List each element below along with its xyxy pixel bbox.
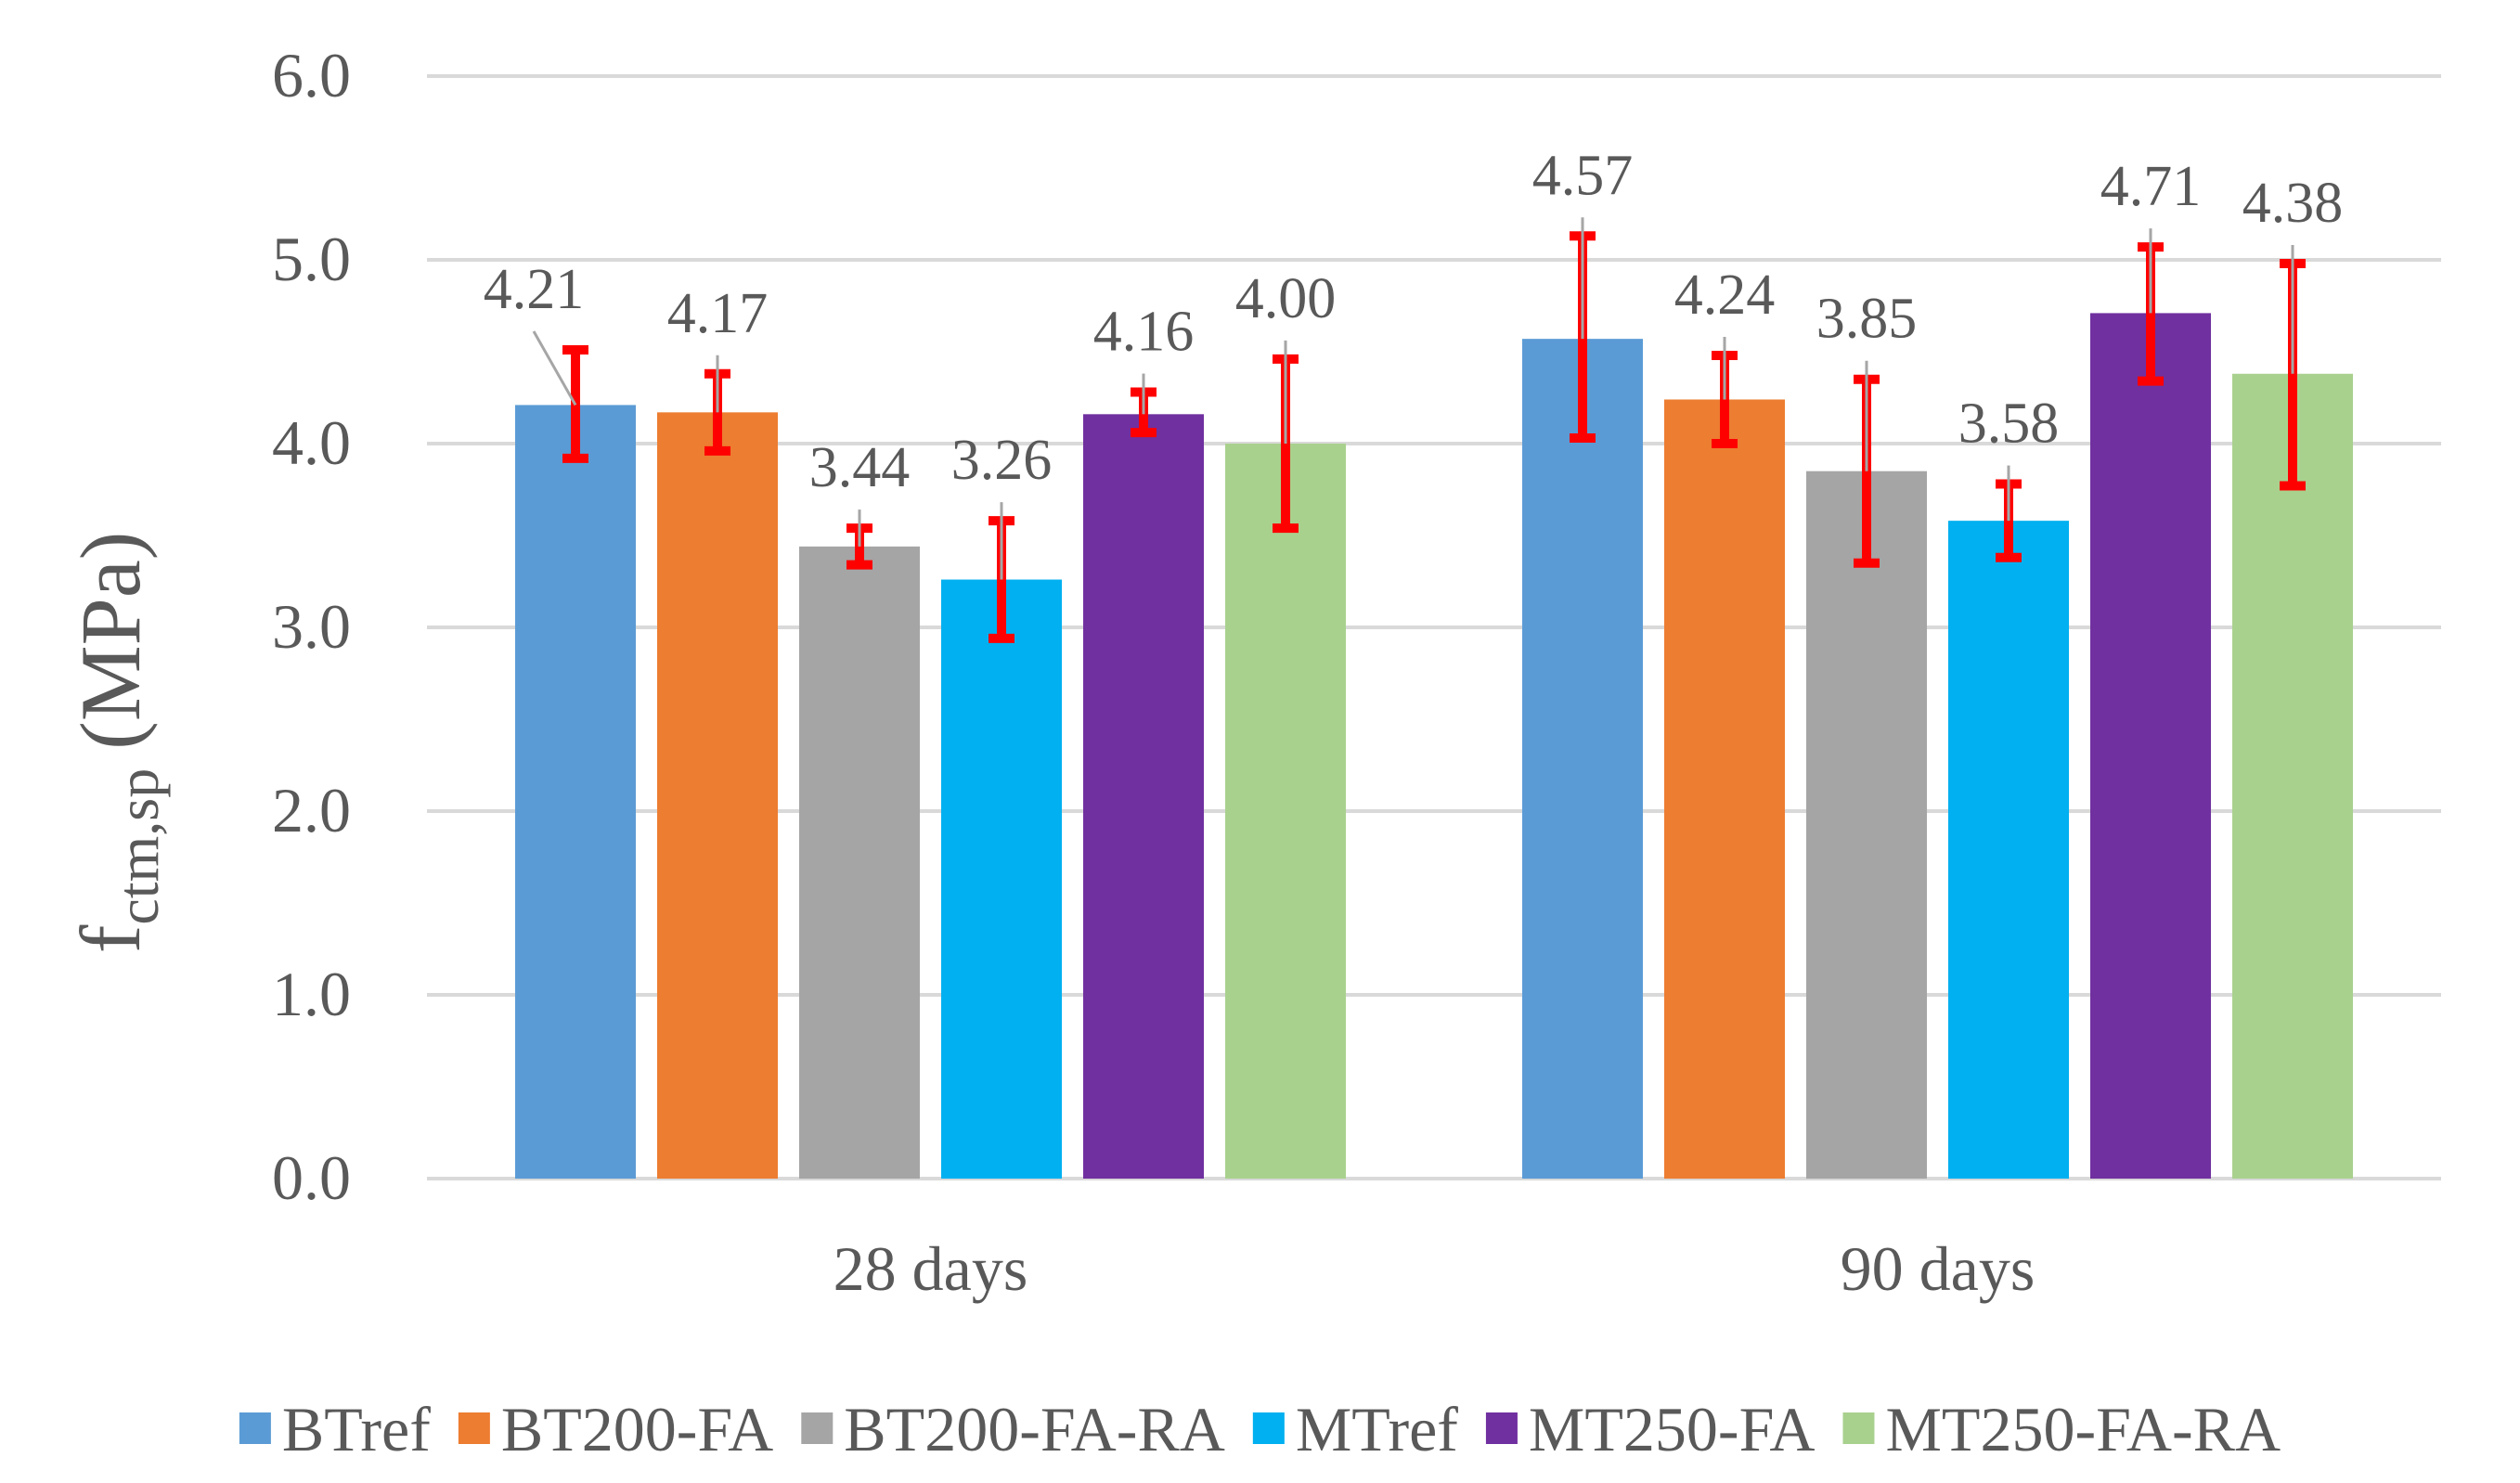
legend-swatch	[1252, 1412, 1285, 1444]
bar	[2232, 373, 2353, 1179]
data-label: 3.85	[1816, 288, 1918, 351]
legend-label: BTref	[282, 1394, 431, 1464]
y-axis-label-text: fctm,sp (MPa)	[63, 532, 171, 954]
legend-item: MTref	[1252, 1394, 1458, 1464]
legend-item: BT200-FA	[458, 1394, 773, 1464]
bars	[515, 313, 2353, 1180]
legend-label: MT250-FA-RA	[1885, 1394, 2281, 1464]
data-label: 4.71	[2100, 155, 2202, 218]
data-label: 4.24	[1674, 264, 1776, 327]
bar	[1664, 399, 1785, 1180]
y-tick-label: 4.0	[272, 407, 351, 478]
bar	[1806, 471, 1927, 1179]
bar	[799, 546, 920, 1179]
data-label: 3.44	[809, 436, 911, 499]
bar	[1522, 339, 1643, 1179]
legend: BTref BT200-FA BT200-FA-RA MTref MT250-FA MT2…	[239, 1394, 2281, 1464]
data-label: 4.16	[1093, 301, 1195, 364]
legend-swatch	[239, 1412, 271, 1444]
x-category-label: 28 days	[834, 1233, 1028, 1304]
y-axis-label-sub: ctm,sp	[105, 768, 171, 925]
legend-label: MTref	[1296, 1394, 1458, 1464]
legend-label: MT250-FA	[1529, 1394, 1816, 1464]
legend-item: BT200-FA-RA	[801, 1394, 1225, 1464]
y-tick-label: 3.0	[272, 591, 351, 662]
legend-swatch	[458, 1412, 490, 1444]
data-label: 4.17	[667, 282, 769, 345]
bar	[1948, 521, 2069, 1179]
label-leader	[532, 330, 577, 406]
data-label: 4.21	[484, 258, 585, 321]
y-tick-label: 5.0	[272, 224, 351, 294]
legend-swatch	[1485, 1412, 1518, 1444]
data-label: 4.38	[2242, 172, 2344, 235]
bar	[941, 579, 1062, 1179]
legend-label: BT200-FA	[501, 1394, 773, 1464]
bar	[515, 405, 636, 1179]
data-label: 3.58	[1958, 393, 2060, 456]
data-label: 3.26	[951, 429, 1053, 492]
y-tick-label: 6.0	[272, 40, 351, 110]
legend-label: BT200-FA-RA	[844, 1394, 1225, 1464]
y-axis-ticks: 0.0 1.0 2.0 3.0 4.0 5.0 6.0	[272, 40, 351, 1213]
legend-item: MT250-FA	[1485, 1394, 1816, 1464]
bar	[657, 412, 778, 1180]
legend-swatch	[1842, 1412, 1875, 1444]
legend-swatch	[801, 1412, 834, 1444]
y-tick-label: 2.0	[272, 775, 351, 845]
legend-item: BTref	[239, 1394, 431, 1464]
legend-item: MT250-FA-RA	[1842, 1394, 2281, 1464]
y-axis-label-main: f	[63, 924, 158, 953]
x-category-label: 90 days	[1841, 1233, 2035, 1304]
y-axis-label-unit: (MPa)	[63, 532, 158, 750]
bar	[1083, 414, 1204, 1179]
bar	[1225, 444, 1346, 1179]
y-axis-label: fctm,sp (MPa)	[63, 532, 171, 954]
data-label: 4.00	[1235, 267, 1337, 330]
y-tick-label: 0.0	[272, 1142, 351, 1213]
label-leaders	[532, 217, 2294, 580]
data-labels: 4.21 4.17 3.44 3.26 4.16 4.00 4.57 4.24 3.85 3.58…	[484, 144, 2344, 499]
bar	[2090, 313, 2211, 1179]
data-label: 4.57	[1532, 144, 1634, 207]
x-axis-categories: 28 days 90 days	[834, 1233, 2035, 1304]
y-tick-label: 1.0	[272, 959, 351, 1029]
